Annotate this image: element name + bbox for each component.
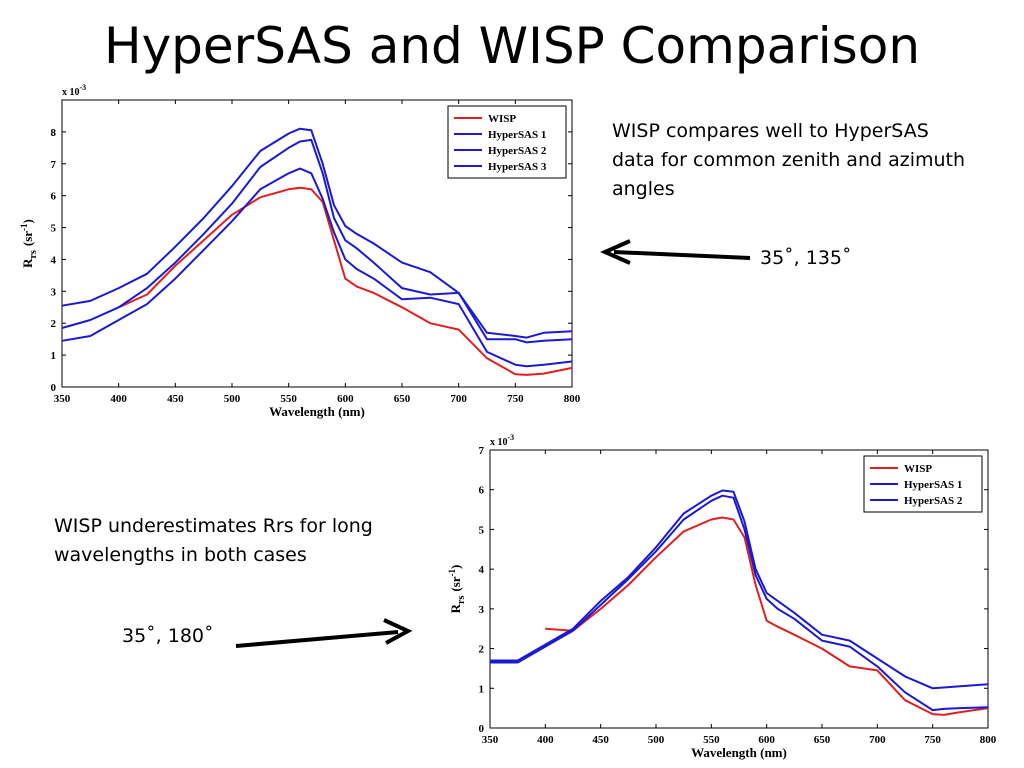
angle-label-bottom: 35˚, 180˚ [122, 625, 214, 647]
x-tick-label: 500 [648, 734, 665, 746]
legend-entry: HyperSAS 3 [488, 161, 547, 173]
y-label-unit-exp: -1 [19, 223, 29, 231]
y-tick-label: 4 [51, 254, 57, 266]
y-tick-label: 6 [51, 191, 57, 203]
y-tick-label: 7 [479, 445, 485, 457]
series-line-wisp [545, 516, 989, 716]
x-tick-label: 700 [869, 734, 886, 746]
axis-scale-exponent: -3 [80, 83, 87, 92]
arrow-icon-top [600, 239, 751, 265]
y-tick-label: 3 [51, 286, 57, 298]
x-tick-label: 450 [167, 393, 184, 405]
y-tick-label: 0 [51, 382, 57, 394]
series-line-hypersas-2 [61, 138, 573, 344]
y-tick-label: 6 [479, 485, 485, 497]
y-label-main: R [448, 603, 463, 613]
x-tick-label: 400 [537, 734, 554, 746]
y-label-sub: rs [456, 596, 467, 604]
y-axis-label: Rrs (sr-1) [19, 219, 39, 268]
y-tick-label: 5 [51, 223, 57, 235]
y-tick-label: 0 [479, 723, 485, 735]
series-line-hypersas-1 [490, 489, 989, 690]
legend-entry: HyperSAS 1 [904, 479, 962, 491]
y-label-unit-close: ) [448, 565, 463, 569]
y-label-unit-close: ) [20, 219, 35, 223]
chart-top: 350 400 450 500 550 600 650 700 750 800012345678x… [19, 83, 581, 419]
legend: WISP HyperSAS 1 HyperSAS 2 [863, 455, 983, 513]
y-tick-label: 3 [479, 604, 485, 616]
x-tick-label: 350 [482, 734, 499, 746]
y-axis-label: Rrs (sr-1) [447, 565, 467, 614]
arrow-icon-bottom [235, 618, 413, 648]
slide-title: HyperSAS and WISP Comparison [103, 17, 921, 75]
x-tick-label: 600 [758, 734, 775, 746]
x-tick-label: 350 [54, 393, 71, 405]
y-label-unit-exp: -1 [447, 568, 457, 576]
y-tick-label: 7 [51, 159, 57, 171]
x-tick-label: 800 [564, 393, 581, 405]
x-tick-label: 650 [814, 734, 831, 746]
y-label-unit: (sr [20, 231, 35, 246]
legend-entry: HyperSAS 1 [488, 129, 546, 141]
legend-entry: WISP [904, 463, 932, 475]
legend-entry: WISP [488, 113, 516, 125]
note-wisp-compares: WISP compares well to HyperSAS data for … [612, 120, 966, 200]
y-label-unit: (sr [448, 576, 463, 591]
y-tick-label: 1 [479, 683, 485, 695]
legend-entry: HyperSAS 2 [488, 145, 547, 157]
x-tick-label: 600 [337, 393, 354, 405]
x-tick-label: 400 [110, 393, 127, 405]
y-label-main: R [20, 258, 35, 268]
series-line-wisp [118, 186, 573, 376]
x-axis-label: Wavelength (nm) [691, 745, 787, 760]
x-tick-label: 750 [507, 393, 524, 405]
y-tick-label: 4 [479, 564, 485, 576]
y-tick-label: 8 [51, 127, 57, 139]
y-tick-label: 2 [51, 318, 57, 330]
y-label-sub: rs [28, 250, 39, 258]
x-tick-label: 800 [980, 734, 997, 746]
x-tick-label: 550 [703, 734, 720, 746]
x-tick-label: 450 [592, 734, 609, 746]
y-tick-label: 2 [479, 644, 485, 656]
note-wisp-underestimates: WISP underestimates Rrs for long wavelen… [54, 515, 373, 566]
chart-bottom: 350 400 450 500 550 600 650 700 750 80001234567x … [447, 433, 997, 760]
angle-label-top: 35˚, 135˚ [760, 247, 852, 269]
x-tick-label: 550 [280, 393, 297, 405]
x-tick-label: 700 [450, 393, 467, 405]
x-tick-label: 500 [224, 393, 241, 405]
y-tick-label: 5 [479, 524, 485, 536]
series-line-hypersas-1 [61, 127, 573, 339]
x-axis-label: Wavelength (nm) [269, 404, 365, 419]
legend-entry: HyperSAS 2 [904, 495, 963, 507]
axis-scale-exponent: -3 [508, 433, 515, 442]
x-tick-label: 650 [394, 393, 411, 405]
series-line-hypersas-2 [490, 494, 989, 712]
series-line-hypersas-3 [61, 167, 573, 368]
y-tick-label: 1 [51, 350, 57, 362]
legend: WISP HyperSAS 1 HyperSAS 2 HyperSAS 3 [447, 105, 567, 179]
x-tick-label: 750 [924, 734, 941, 746]
